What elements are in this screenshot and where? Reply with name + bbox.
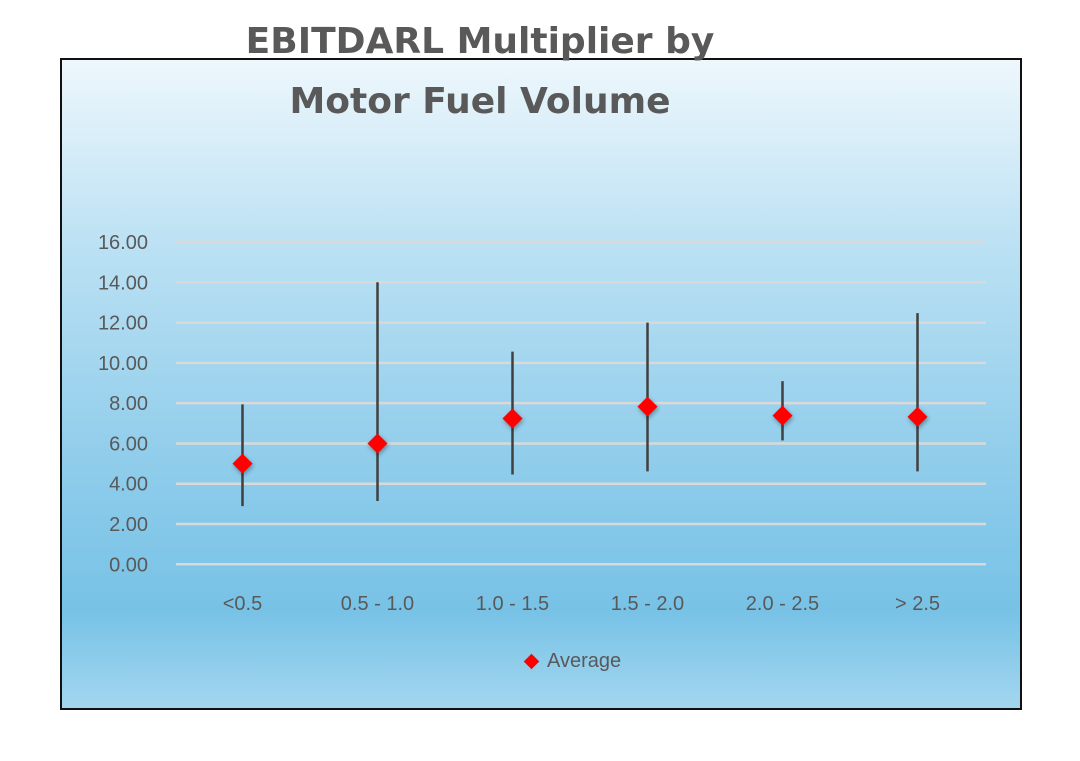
average-marker (367, 433, 388, 454)
y-tick-label: 4.00 (109, 474, 148, 496)
average-marker (772, 405, 793, 426)
average-marker (907, 406, 928, 427)
y-tick-label: 16.00 (98, 232, 148, 254)
x-tick-label: 1.0 - 1.5 (476, 593, 549, 615)
average-marker (232, 453, 253, 474)
y-tick-label: 0.00 (109, 554, 148, 576)
x-tick-label: 0.5 - 1.0 (341, 593, 414, 615)
legend-diamond-marker (523, 653, 540, 670)
chart-title: EBITDARL Multiplier by Motor Fuel Volume (0, 12, 964, 132)
x-tick-label: 1.5 - 2.0 (611, 593, 684, 615)
chart-title-line-2: Motor Fuel Volume (289, 81, 671, 122)
x-tick-label: 2.0 - 2.5 (746, 593, 819, 615)
legend-label-average: Average (547, 650, 622, 672)
y-tick-label: 2.00 (109, 514, 148, 536)
legend: Average (523, 650, 622, 673)
chart-title-line-1: EBITDARL Multiplier by (245, 21, 715, 62)
average-marker (502, 408, 523, 429)
x-tick-label: <0.5 (223, 593, 262, 615)
x-tick-label: > 2.5 (895, 593, 940, 615)
average-marker (637, 396, 658, 417)
y-tick-label: 10.00 (98, 353, 148, 375)
y-tick-label: 6.00 (109, 433, 148, 455)
y-tick-label: 8.00 (109, 393, 148, 415)
chart-area (60, 58, 1022, 710)
y-tick-label: 14.00 (98, 272, 148, 294)
y-tick-label: 12.00 (98, 313, 148, 335)
